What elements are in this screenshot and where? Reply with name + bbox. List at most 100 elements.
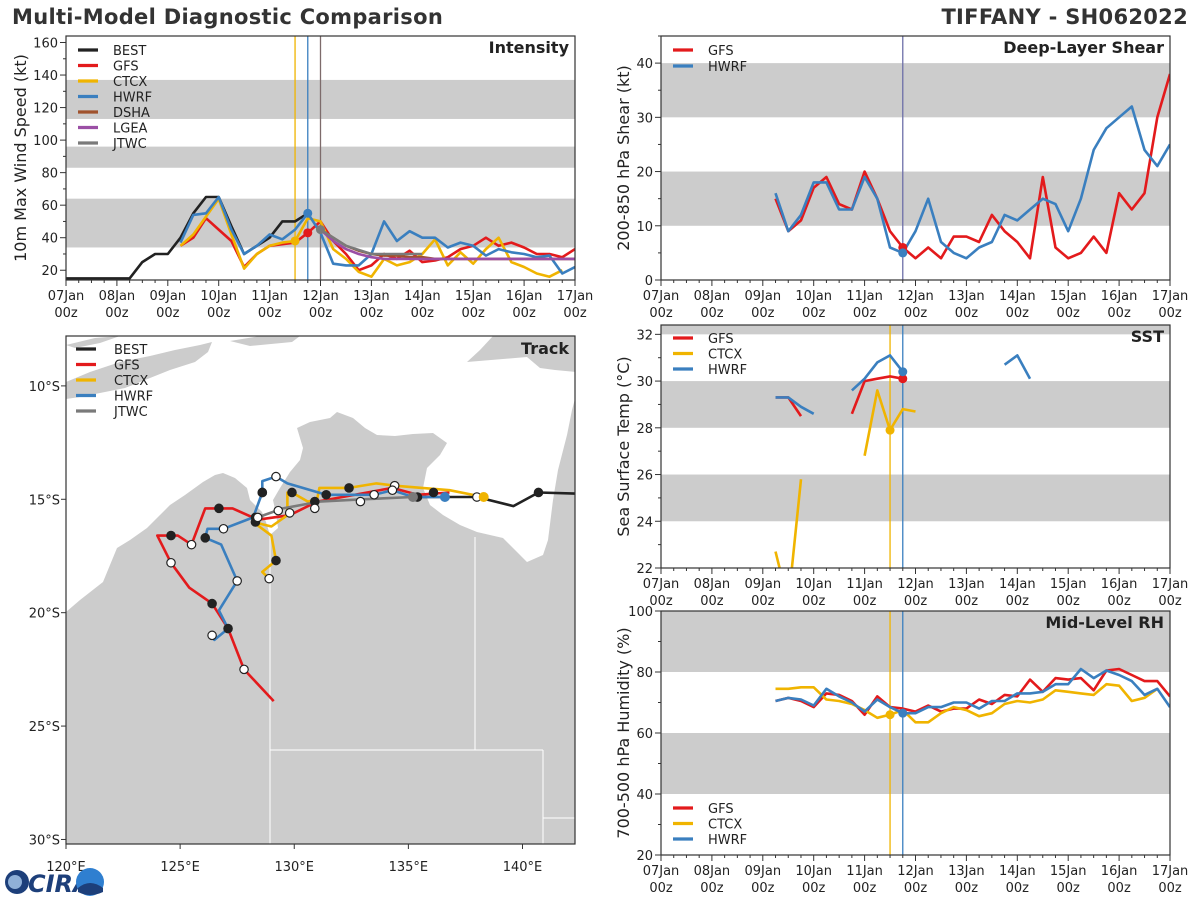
- plot-frame: [65, 335, 576, 845]
- y-tick-label: 20: [636, 849, 653, 864]
- track-position-marker: [271, 555, 281, 566]
- track-current-marker-hwrf: [439, 492, 450, 503]
- basemap: [66, 336, 575, 844]
- legend-label-hwrf: HWRF: [114, 390, 153, 405]
- y-tick-label: 28: [636, 422, 653, 437]
- x-tick-label-date: 07Jan: [643, 289, 680, 304]
- current-marker-ctcx: [885, 425, 895, 435]
- legend-label-hwrf: HWRF: [708, 60, 747, 75]
- panel-title: Track: [521, 339, 569, 358]
- current-marker-hwrf: [898, 248, 908, 258]
- legend-label-jtwc: JTWC: [113, 405, 148, 420]
- x-tick-label-date: 12Jan: [302, 289, 339, 304]
- y-tick-label: 160: [33, 37, 58, 52]
- track-position-marker: [252, 512, 263, 523]
- series-line-hwrf: [775, 396, 815, 415]
- series-group: [774, 36, 1170, 280]
- x-tick-label-hour: 00z: [955, 594, 979, 609]
- panel-intensity: 07Jan 00z 08Jan 00z 09Jan 00z 10Jan 00z 11Jan 00z…: [11, 35, 593, 321]
- x-tick-label-hour: 00z: [258, 306, 282, 321]
- x-tick-label-hour: 00z: [1107, 881, 1131, 896]
- logo-wave: [78, 883, 103, 895]
- x-tick-label-date: 16Jan: [1101, 289, 1138, 304]
- track-position-marker: [186, 539, 197, 550]
- lat-tick-label: 20°S: [29, 607, 60, 622]
- track-position-marker: [271, 471, 281, 482]
- x-tick-label-date: 11Jan: [846, 289, 883, 304]
- series-line-ctcx: [774, 479, 803, 568]
- legend-label-lgea: LGEA: [113, 122, 148, 137]
- x-tick-label-date: 10Jan: [795, 289, 832, 304]
- series-line-ctcx: [179, 197, 563, 279]
- x-tick-label-date: 11Jan: [846, 577, 883, 592]
- track-position-marker: [533, 487, 544, 498]
- series-line-hwrf: [775, 667, 1170, 715]
- landmass: [66, 342, 212, 399]
- y-axis-label: 200-850 hPa Shear (kt): [614, 65, 633, 251]
- x-tick-label-date: 10Jan: [200, 289, 237, 304]
- y-tick-label: 30: [636, 111, 653, 126]
- y-tick-label: 60: [636, 727, 653, 742]
- lat-tick-label: 30°S: [29, 833, 60, 848]
- shaded-band: [661, 63, 1170, 118]
- x-tick-label-date: 15Jan: [1050, 577, 1087, 592]
- current-marker-gfs: [303, 228, 313, 238]
- x-tick-label-date: 14Jan: [999, 864, 1036, 879]
- x-tick-label-date: 08Jan: [694, 864, 731, 879]
- y-tick-label: 40: [41, 232, 58, 247]
- x-tick-label-hour: 00z: [54, 306, 78, 321]
- y-tick-label: 32: [636, 328, 653, 343]
- shaded-band: [661, 381, 1170, 428]
- panel-track: 120°E 125°E 130°E 135°E 140°E 10°S 15°S 20°S 25°…: [29, 335, 576, 875]
- x-tick-label-hour: 00z: [207, 306, 231, 321]
- legend-label-best: BEST: [114, 343, 147, 358]
- storm-name: TIFFANY - SH062022: [941, 5, 1188, 29]
- x-tick-label-hour: 00z: [1107, 594, 1131, 609]
- landmass: [467, 336, 575, 372]
- x-tick-label-hour: 00z: [955, 881, 979, 896]
- x-tick-label-hour: 00z: [649, 306, 673, 321]
- y-tick-label: 120: [33, 102, 58, 117]
- legend-label-gfs: GFS: [708, 332, 734, 347]
- current-marker-hwrf: [898, 708, 908, 718]
- x-tick-label-date: 07Jan: [48, 289, 85, 304]
- x-tick-label-date: 13Jan: [353, 289, 390, 304]
- x-tick-label-hour: 00z: [1158, 594, 1182, 609]
- legend-label-best: BEST: [113, 44, 146, 59]
- x-tick-label-hour: 00z: [1006, 594, 1030, 609]
- x-tick-label-date: 08Jan: [694, 289, 731, 304]
- x-tick-label-date: 12Jan: [897, 577, 934, 592]
- y-tick-label: 40: [636, 788, 653, 803]
- x-tick-label-date: 16Jan: [1101, 864, 1138, 879]
- y-tick-label: 100: [628, 605, 653, 620]
- landmass: [230, 336, 300, 346]
- x-tick-label-hour: 00z: [904, 594, 928, 609]
- x-tick-label-date: 17Jan: [1152, 289, 1189, 304]
- current-marker-ctcx: [885, 710, 895, 720]
- x-tick-label-hour: 00z: [802, 594, 826, 609]
- series-line-hwrf: [1003, 354, 1032, 380]
- series-line-gfs: [774, 73, 1170, 260]
- track-position-marker: [344, 483, 354, 493]
- x-tick-label-date: 14Jan: [404, 289, 441, 304]
- x-tick-label-date: 13Jan: [948, 289, 985, 304]
- x-tick-label-date: 16Jan: [1101, 577, 1138, 592]
- legend-label-gfs: GFS: [114, 359, 140, 374]
- series-line-jtwc: [319, 228, 423, 256]
- x-tick-label-date: 09Jan: [745, 577, 782, 592]
- current-marker-jtwc: [316, 225, 325, 235]
- panel-title: Mid-Level RH: [1045, 613, 1164, 632]
- x-tick-label-date: 08Jan: [99, 289, 136, 304]
- legend-label-ctcx: CTCX: [708, 348, 742, 363]
- x-tick-label-hour: 00z: [462, 306, 486, 321]
- lat-tick-label: 25°S: [29, 720, 60, 735]
- panel-deep-layer-shear: 07Jan 00z 08Jan 00z 09Jan 00z 10Jan 00z 11Jan 00z…: [614, 35, 1189, 321]
- lon-tick-label: 130°E: [274, 860, 314, 875]
- legend-label-hwrf: HWRF: [708, 363, 747, 378]
- series-line-gfs: [775, 667, 1170, 717]
- lon-tick-label: 140°E: [503, 860, 543, 875]
- x-tick-label-date: 16Jan: [506, 289, 543, 304]
